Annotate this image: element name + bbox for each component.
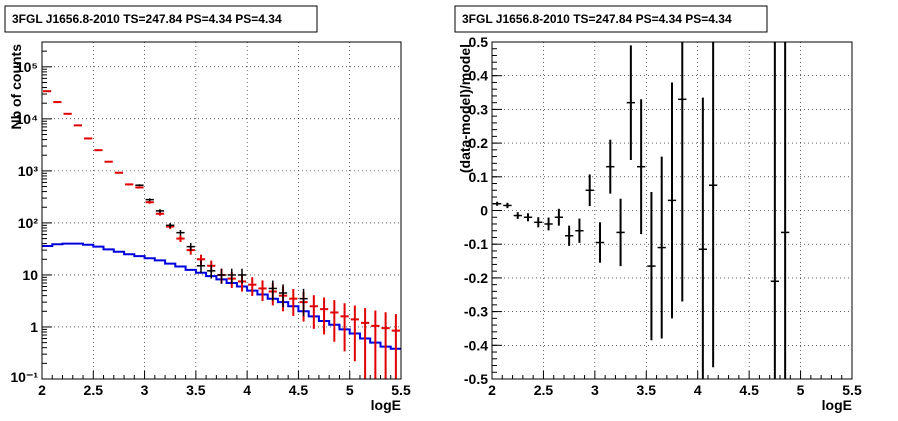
- model-total-series: [43, 90, 400, 379]
- left-title-box: [4, 5, 318, 33]
- left-grid: [42, 42, 401, 380]
- y-tick-label: -0.3: [464, 304, 488, 320]
- x-tick-label: 3.5: [186, 382, 206, 398]
- model-component-step-line: [42, 242, 401, 350]
- model-component-series: [42, 242, 401, 350]
- right-axis-ticks: 2 2.5 3 3.5 4 4.5 5 5.5 -0.5 -0.4 -0.3 -0.2 -0.1 0 0.1…: [464, 34, 862, 398]
- x-tick-label: 5.5: [391, 382, 411, 398]
- x-tick-label: 3.5: [637, 382, 657, 398]
- y-tick-label: -0.4: [464, 337, 488, 353]
- x-tick-label: 5: [797, 382, 805, 398]
- x-tick-label: 3: [141, 382, 149, 398]
- y-tick-label: -0.5: [464, 371, 488, 387]
- x-tick-label: 4: [694, 382, 702, 398]
- data-points-series: [135, 184, 308, 317]
- y-tick-label: 10⁵: [16, 59, 38, 75]
- left-axis-ticks: 2 2.5 3 3.5 4 4.5 5 5.5 10⁻¹ 1 10 10² 10³ 10⁴ 10⁵: [10, 41, 411, 398]
- y-tick-label: 10⁴: [16, 111, 39, 127]
- y-tick-label: -0.1: [464, 236, 488, 252]
- x-tick-label: 2.5: [84, 382, 104, 398]
- y-tick-label: -0.2: [464, 270, 488, 286]
- y-tick-label: 1: [30, 319, 38, 335]
- y-tick-label: 10³: [18, 163, 39, 179]
- right-chart-title: 3FGL J1656.8-2010 TS=247.84 PS=4.34 PS=4…: [462, 12, 732, 26]
- y-tick-label: 0.1: [469, 169, 489, 185]
- x-tick-label: 3: [591, 382, 599, 398]
- y-tick-label: 0.3: [469, 101, 489, 117]
- y-tick-label: 10: [22, 267, 38, 283]
- right-x-axis-label: logE: [822, 397, 852, 413]
- y-tick-label: 0.5: [469, 34, 489, 50]
- x-tick-label: 5.5: [842, 382, 862, 398]
- x-tick-label: 2: [38, 382, 46, 398]
- y-tick-label: 10²: [18, 215, 39, 231]
- y-tick-label: 10⁻¹: [10, 369, 38, 385]
- y-tick-label: 0.2: [469, 135, 489, 151]
- left-chart-title: 3FGL J1656.8-2010 TS=247.84 PS=4.34 PS=4…: [12, 12, 282, 26]
- left-plot-frame: [41, 41, 402, 380]
- x-tick-label: 4.5: [739, 382, 759, 398]
- y-tick-label: 0.4: [469, 68, 489, 84]
- residual-points-series: [493, 42, 790, 379]
- left-y-axis-label: Nb of counts: [8, 44, 24, 130]
- x-tick-label: 5: [346, 382, 354, 398]
- counts-panel: 2 2.5 3 3.5 4 4.5 5 5.5 10⁻¹ 1 10 10² 10³ 10⁴ 10⁵ 3FGL…: [4, 5, 411, 413]
- right-y-axis-label: (data-model)/model: [457, 44, 473, 173]
- x-tick-label: 2: [488, 382, 496, 398]
- x-tick-label: 4.5: [289, 382, 309, 398]
- residuals-panel: 2 2.5 3 3.5 4 4.5 5 5.5 -0.5 -0.4 -0.3 -0.2 -0.1 0 0.1…: [454, 5, 862, 413]
- left-x-axis-label: logE: [371, 397, 401, 413]
- x-tick-label: 4: [243, 382, 251, 398]
- x-tick-label: 2.5: [534, 382, 554, 398]
- y-tick-label: 0: [480, 203, 488, 219]
- right-title-box: [454, 5, 768, 33]
